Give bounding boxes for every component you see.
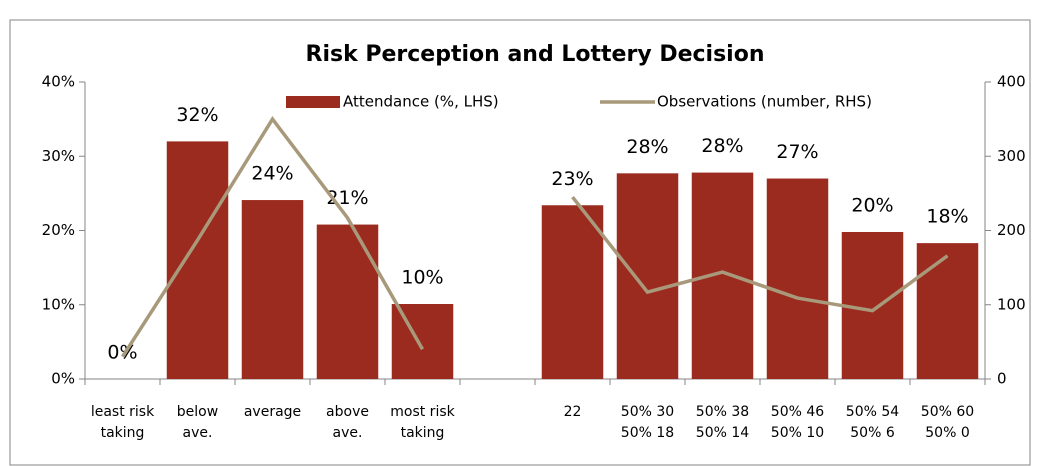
line-series <box>571 196 949 313</box>
data-label: 24% <box>251 163 293 185</box>
bar <box>241 200 304 379</box>
x-tick-label: above <box>326 404 369 420</box>
y2-tick-label: 200 <box>997 221 1026 239</box>
y-tick-label: 10% <box>42 295 75 313</box>
x-tick-label: 50% 60 <box>921 404 974 420</box>
legend-label: Attendance (%, LHS) <box>343 93 499 111</box>
x-tick-label: 50% 0 <box>925 425 969 441</box>
bar <box>916 243 979 379</box>
data-label: 28% <box>701 135 743 157</box>
x-tick-label: 50% 54 <box>846 404 899 420</box>
y-tick-label: 40% <box>42 73 75 91</box>
data-label: 10% <box>401 267 443 289</box>
y-tick-label: 30% <box>42 147 75 165</box>
x-tick-label: ave. <box>183 425 213 441</box>
data-label: 20% <box>851 194 893 216</box>
bar <box>691 172 754 379</box>
data-label: 27% <box>776 141 818 163</box>
x-tick-label: 50% 30 <box>621 404 674 420</box>
bar <box>541 205 604 379</box>
y-tick-label: 0% <box>51 370 75 388</box>
x-tick-label: 50% 6 <box>850 425 895 441</box>
x-tick-label: 22 <box>564 404 582 420</box>
bar <box>766 178 829 379</box>
data-label: 28% <box>626 136 668 158</box>
bar <box>166 141 229 379</box>
line-series <box>121 116 425 358</box>
x-tick-label: 50% 18 <box>621 425 674 441</box>
y2-tick-label: 0 <box>997 370 1007 388</box>
data-label: 18% <box>926 206 968 228</box>
bar <box>616 173 679 379</box>
x-tick-label: taking <box>401 425 445 441</box>
y-tick-label: 20% <box>42 221 75 239</box>
y2-tick-label: 400 <box>997 73 1026 91</box>
data-label: 23% <box>551 168 593 190</box>
y2-tick-label: 300 <box>997 147 1026 165</box>
bar <box>391 304 454 379</box>
legend-label: Observations (number, RHS) <box>657 93 872 111</box>
data-label: 32% <box>176 104 218 126</box>
y2-tick-label: 100 <box>997 295 1026 313</box>
legend-swatch <box>286 96 340 108</box>
data-label: 0% <box>107 342 137 364</box>
bar <box>316 224 379 379</box>
x-tick-label: average <box>244 404 301 420</box>
chart-title: Risk Perception and Lottery Decision <box>306 42 765 67</box>
x-tick-label: ave. <box>333 425 363 441</box>
x-tick-label: 50% 46 <box>771 404 824 420</box>
x-tick-label: taking <box>101 425 145 441</box>
x-tick-label: 50% 14 <box>696 425 749 441</box>
x-tick-label: least risk <box>91 404 155 420</box>
x-tick-label: most risk <box>390 404 455 420</box>
x-tick-label: below <box>177 404 218 420</box>
x-tick-label: 50% 38 <box>696 404 749 420</box>
x-tick-label: 50% 10 <box>771 425 824 441</box>
